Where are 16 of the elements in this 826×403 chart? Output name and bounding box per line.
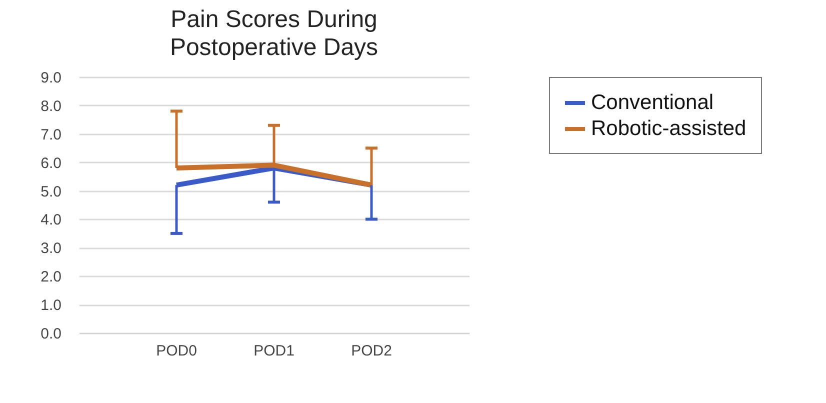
y-tick-label: 9.0 (40, 70, 62, 86)
x-tick-label: POD1 (254, 342, 294, 360)
y-tick-label: 2.0 (40, 268, 62, 286)
y-tick-label: 6.0 (40, 154, 62, 172)
legend-label: Conventional (591, 91, 714, 114)
y-tick-label: 7.0 (40, 126, 62, 144)
y-tick-label: 5.0 (40, 183, 62, 200)
chart-title: Pain Scores During Postoperative Days (170, 6, 378, 61)
y-tick-label: 4.0 (40, 212, 62, 229)
y-tick-label: 3.0 (40, 240, 62, 258)
x-tick-label: POD0 (156, 342, 197, 360)
y-tick-label: 1.0 (40, 297, 62, 314)
y-tick-label: 8.0 (40, 98, 62, 115)
x-tick-label: POD2 (351, 342, 392, 360)
y-tick-label: 0.0 (40, 326, 62, 342)
legend-label: Robotic-assisted (591, 117, 746, 140)
